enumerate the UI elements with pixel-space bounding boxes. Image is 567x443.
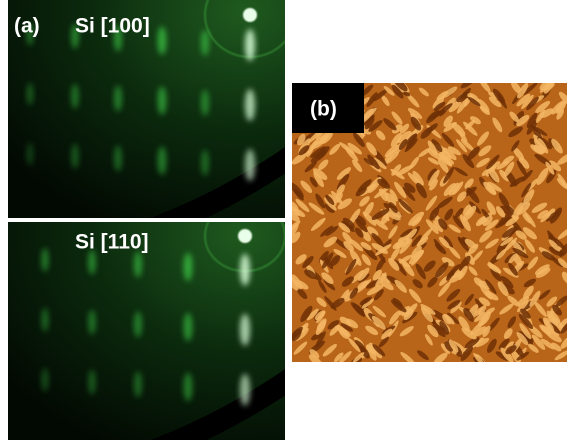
diffraction-streak <box>245 29 255 61</box>
diffraction-streak <box>158 146 167 174</box>
diffraction-streak <box>134 371 142 397</box>
diffraction-streak <box>134 311 142 337</box>
diffraction-streak <box>240 314 250 346</box>
rheed-pattern-110 <box>8 201 300 443</box>
diffraction-streak <box>88 310 96 335</box>
diffraction-streak <box>158 26 167 54</box>
rheed-pattern-100 <box>8 0 300 230</box>
panel-label: (a) <box>14 15 40 38</box>
diffraction-streak <box>240 374 250 406</box>
diffraction-streak <box>27 143 34 165</box>
diffraction-streak <box>41 308 48 332</box>
diffraction-streak <box>158 86 167 114</box>
diffraction-streak <box>201 30 209 56</box>
diffraction-streak <box>245 149 255 181</box>
diffraction-streak <box>41 368 48 392</box>
diffraction-streak <box>201 150 209 176</box>
diffraction-streak <box>184 253 193 281</box>
diffraction-streak <box>201 90 209 116</box>
figure: (a) Si [100] Si [110] (b) <box>0 0 567 443</box>
diffraction-streak <box>71 84 79 109</box>
diffraction-streak <box>71 144 79 169</box>
diffraction-streak <box>114 145 122 171</box>
diffraction-streak <box>88 370 96 395</box>
diffraction-streak <box>240 254 250 286</box>
panel-gap <box>8 218 285 222</box>
diffraction-streak <box>27 83 34 105</box>
diffraction-streak <box>114 85 122 111</box>
panel-label: (b) <box>310 98 337 121</box>
diffraction-streak <box>245 89 255 121</box>
diffraction-streak <box>41 248 48 272</box>
diffraction-streak <box>184 373 193 401</box>
panel-title: Si [100] <box>75 15 150 38</box>
diffraction-streak <box>184 313 193 341</box>
panel-title: Si [110] <box>75 231 149 254</box>
diffraction-streak <box>134 251 142 277</box>
